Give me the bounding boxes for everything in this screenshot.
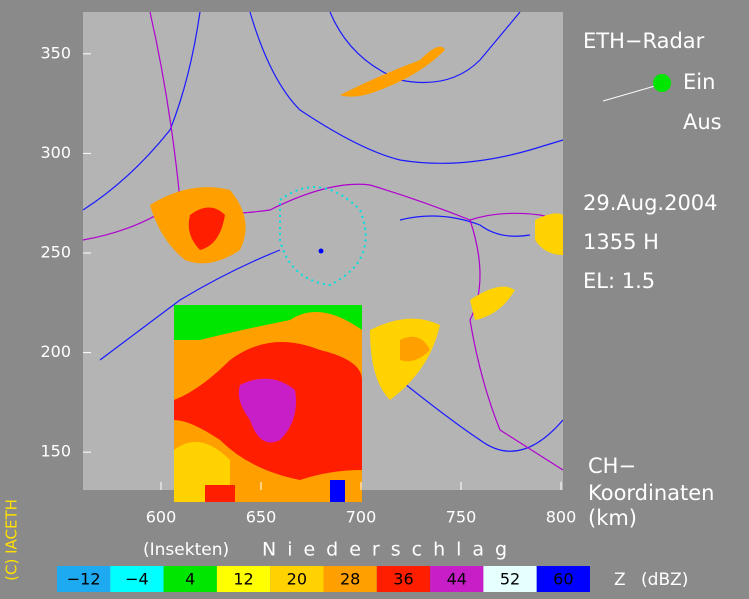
legend-label: 36 (393, 570, 413, 589)
copyright: (C) IACETH (3, 499, 21, 581)
switch-on: Ein (683, 70, 715, 94)
inset-echo (238, 378, 296, 443)
x-tick-label: 650 (246, 508, 277, 527)
inset-echo (330, 480, 345, 502)
legend-swatch (430, 566, 484, 592)
x-tick-label: 750 (446, 508, 477, 527)
legend-swatch (216, 566, 271, 592)
legend-label: 20 (287, 570, 307, 589)
radar-title: ETH−Radar (583, 29, 705, 53)
legend-swatch (323, 566, 377, 592)
rivers (82, 11, 564, 452)
river (82, 11, 201, 211)
x-tick-label: 800 (546, 508, 577, 527)
legend-label: 4 (185, 570, 195, 589)
river (249, 11, 564, 164)
legend-label: −12 (67, 570, 101, 589)
legend-swatch (376, 566, 431, 592)
y-tick-label: 250 (40, 242, 71, 261)
x-tick-label: 600 (146, 508, 177, 527)
legend-swatch (483, 566, 537, 592)
legend-swatch (163, 566, 217, 592)
echo (188, 207, 225, 250)
y-tick-label: 200 (40, 342, 71, 361)
elevation: EL: 1.5 (583, 269, 655, 293)
river (399, 379, 564, 452)
border (469, 219, 564, 471)
unit-label: Z (dBZ) (614, 570, 688, 590)
legend-label: 12 (233, 570, 253, 589)
switch-off: Aus (683, 110, 722, 134)
y-tick-label: 150 (40, 442, 71, 461)
coord-label: CH− (588, 454, 636, 478)
y-tick-label: 350 (40, 43, 71, 62)
echoes (150, 46, 563, 400)
y-tick-label: 300 (40, 143, 71, 162)
river (399, 215, 531, 237)
date: 29.Aug.2004 (583, 191, 718, 215)
coord-label: (km) (588, 506, 637, 530)
legend-swatch (110, 566, 164, 592)
legend-label: 44 (447, 570, 467, 589)
legend-label: 52 (500, 570, 520, 589)
legend-swatch (270, 566, 324, 592)
echo (535, 213, 563, 255)
legend-label: −4 (125, 570, 149, 589)
insects-label: (Insekten) (143, 540, 229, 560)
switch-pointer (602, 85, 656, 102)
legend-swatch (536, 566, 590, 592)
precipitation-label: Niederschlag (262, 539, 518, 561)
color-legend: −12 −4 4 12 20 28 36 44 52 60 (57, 566, 590, 592)
legend-label: 28 (340, 570, 360, 589)
axes: 600 650 700 750 800 150 200 250 300 350 (40, 43, 576, 526)
echo (340, 46, 445, 97)
radar-site (318, 248, 324, 254)
echo (470, 286, 515, 320)
inset-echo (205, 485, 235, 502)
inset-echo (174, 305, 362, 340)
river (99, 249, 281, 361)
zoom-inset (174, 305, 362, 502)
switch-indicator (653, 74, 671, 92)
x-tick-label: 700 (346, 508, 377, 527)
radar-map (82, 11, 564, 502)
legend-swatch (57, 566, 111, 592)
coord-label: Koordinaten (588, 481, 715, 505)
echo (400, 336, 430, 362)
legend-label: 60 (553, 570, 573, 589)
time: 1355 H (583, 230, 659, 254)
